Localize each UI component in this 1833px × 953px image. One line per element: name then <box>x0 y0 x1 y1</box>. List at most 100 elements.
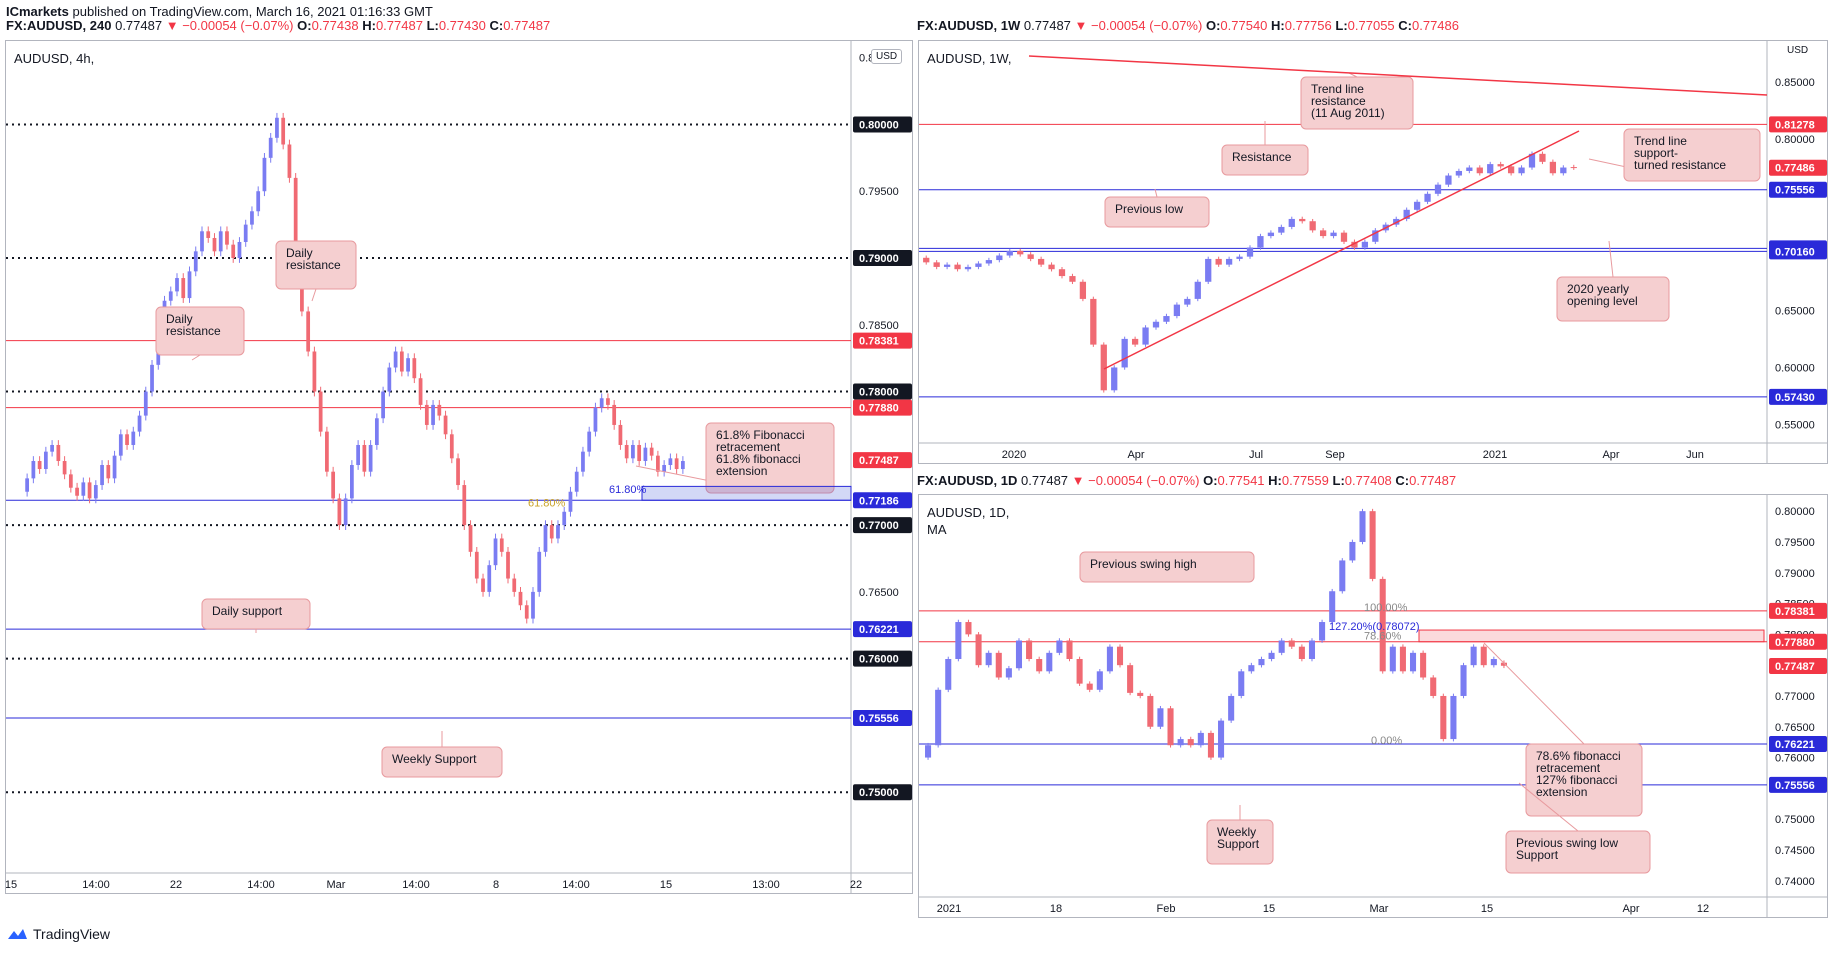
h4-callout-text: Weekly Support <box>392 752 477 766</box>
h4-candle-body <box>562 511 567 526</box>
h4-fib-label: 61.80% <box>528 497 566 509</box>
h4-candle-body <box>81 482 86 496</box>
w1-price-label: 0.77486 <box>1775 163 1815 175</box>
h4-candle-body <box>449 434 454 459</box>
w1-candle-body <box>1403 209 1410 219</box>
d1-candle-body <box>1197 732 1204 746</box>
w1-y-tick-label: 0.55000 <box>1775 420 1815 432</box>
h4-currency-badge[interactable]: USD <box>871 49 903 64</box>
h4-chart-svg[interactable]: 0.805000.795000.785000.765000.750000.800… <box>6 41 913 894</box>
d1-candle-body <box>1329 591 1336 623</box>
h4-price-label: 0.75000 <box>859 787 899 799</box>
h4-callout-line: resistance <box>286 258 341 272</box>
w1-x-tick-label: Sep <box>1325 449 1345 461</box>
h4-candle-body <box>287 144 292 178</box>
w1-l-label: L: <box>1335 18 1348 33</box>
d1-o-label: O: <box>1203 473 1218 488</box>
h4-candle-body <box>175 278 179 292</box>
w1-candle-body <box>1131 338 1139 345</box>
h4-candle-body <box>312 351 317 392</box>
h4-candle-body <box>412 358 417 379</box>
d1-price-label: 0.77880 <box>1775 637 1815 649</box>
h4-candle-body <box>381 391 385 419</box>
d1-candle-body <box>945 659 952 690</box>
h4-x-tick-label: 15 <box>6 879 17 891</box>
h4-candle-body <box>106 465 111 479</box>
h4-last: 0.77487 <box>115 18 163 33</box>
d1-candle-body <box>1116 646 1124 666</box>
d1-candle-body <box>1369 511 1376 579</box>
w1-candle-body <box>1434 184 1442 194</box>
d1-price-label-box <box>1769 602 1827 619</box>
d1-candle-body <box>1409 652 1417 672</box>
h4-callout-text: Daily resistance <box>286 246 341 272</box>
h4-candle-body <box>387 367 392 392</box>
w1-candle-body <box>1340 232 1348 242</box>
h4-callout-text: Daily support <box>212 604 283 618</box>
d1-candle-body <box>1167 708 1174 746</box>
h4-candle-body <box>537 551 542 592</box>
h4-price-label-box <box>853 452 912 469</box>
w1-high: 0.77756 <box>1284 18 1332 33</box>
d1-candle-body <box>1389 646 1396 672</box>
w1-callout-line: Trend line <box>1311 82 1364 96</box>
h4-candle-body <box>350 465 354 499</box>
h4-candle-body <box>524 605 529 619</box>
d1-chart-svg[interactable]: 0.800000.795000.790000.785000.780000.770… <box>919 495 1828 918</box>
h4-candle-body <box>37 461 42 470</box>
d1-l-label: L: <box>1332 473 1345 488</box>
d1-price-label-box <box>1769 735 1827 752</box>
w1-candle-body <box>1330 232 1337 237</box>
h4-chart-pane[interactable]: 0.805000.795000.785000.765000.750000.800… <box>5 40 913 894</box>
d1-callout-pointer <box>1518 782 1579 832</box>
w1-chart-pane[interactable]: 0.85000 0.80000 0.65000 0.60000 0.55000 0.812… <box>918 40 1828 464</box>
h4-candle-body <box>200 231 204 252</box>
w1-chart-title: AUDUSD, 1W, <box>927 51 1012 66</box>
h4-candle-body <box>649 447 654 456</box>
w1-candle-body <box>1351 241 1358 248</box>
h4-candle-body <box>237 241 242 259</box>
d1-candle-body <box>1177 739 1184 746</box>
h4-candle-body <box>531 591 535 619</box>
w1-callout-box <box>1623 128 1761 182</box>
w1-close: 0.77486 <box>1412 18 1459 33</box>
w1-x-tick-label: 2020 <box>1002 449 1026 461</box>
h4-candle-body <box>43 451 48 470</box>
w1-callout-line: (11 Aug 2011) <box>1311 106 1385 120</box>
w1-price-label: 0.57430 <box>1775 392 1815 404</box>
h4-y-tick-label: 0.79500 <box>859 186 899 198</box>
tradingview-logo[interactable]: TradingView <box>6 926 110 942</box>
h4-candle-body <box>624 444 629 459</box>
h4-candle-body <box>193 251 198 272</box>
d1-candle-body <box>1127 665 1134 693</box>
h4-candle-body <box>318 391 323 432</box>
d1-callout-line: extension <box>1536 785 1587 799</box>
w1-candle-body <box>964 266 972 270</box>
w1-price-label-box <box>1769 181 1827 198</box>
h4-candle-body <box>250 211 254 225</box>
w1-x-tick-label: Apr <box>1127 449 1144 461</box>
d1-price-label: 0.77487 <box>1775 661 1815 673</box>
h4-candle-body <box>518 591 523 606</box>
w1-callout-text: Trend line resistance (11 Aug 2011) <box>1311 82 1385 120</box>
d1-price-label-box <box>1769 776 1827 793</box>
d1-ma-label: MA <box>927 522 947 537</box>
d1-x-tick-label: 18 <box>1050 903 1062 915</box>
w1-symbol: FX:AUDUSD, 1W <box>917 18 1021 33</box>
d1-price-label-box <box>1769 633 1827 650</box>
w1-callout-pointer <box>1154 188 1158 198</box>
h4-candle-body <box>181 278 186 299</box>
h4-x-tick-label: 8 <box>493 879 499 891</box>
h4-price-label: 0.76000 <box>859 654 899 666</box>
d1-chart-pane[interactable]: 0.800000.795000.790000.785000.780000.770… <box>918 494 1828 918</box>
h4-fib-label: 61.80% <box>609 484 647 496</box>
d1-candle-body <box>1015 640 1023 669</box>
d1-candle-body <box>1379 578 1386 672</box>
w1-x-tick-label: Jun <box>1686 449 1704 461</box>
h4-candle-body <box>587 431 592 452</box>
h4-x-tick-label: 14:00 <box>247 879 275 891</box>
h4-candle-body <box>218 231 223 252</box>
w1-chart-svg[interactable]: 0.85000 0.80000 0.65000 0.60000 0.55000 0.812… <box>919 41 1828 464</box>
d1-candle-body <box>1046 652 1053 672</box>
h4-candle-body <box>325 431 329 472</box>
